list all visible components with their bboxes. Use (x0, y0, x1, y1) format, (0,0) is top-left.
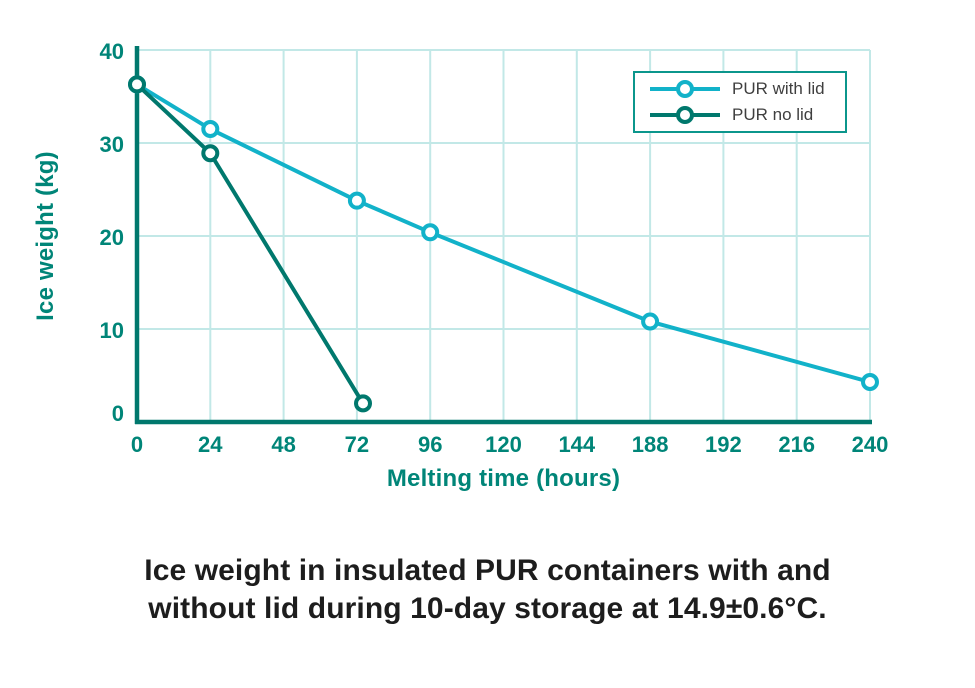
y-tick-label: 30 (100, 132, 124, 157)
data-point-marker-pur-with-lid (421, 223, 440, 242)
legend-label: PUR with lid (732, 79, 825, 98)
x-tick-label: 48 (271, 432, 295, 457)
data-point-marker-pur-no-lid (201, 144, 220, 163)
x-tick-label: 192 (705, 432, 742, 457)
data-point-marker-pur-with-lid (201, 120, 220, 139)
y-tick-label: 10 (100, 318, 124, 343)
data-point-marker-pur-with-lid (641, 312, 660, 331)
x-tick-label: 72 (345, 432, 369, 457)
x-tick-label: 216 (778, 432, 815, 457)
figure-caption: Ice weight in insulated PUR containers w… (0, 552, 975, 628)
series-line-pur-no-lid (135, 82, 366, 406)
legend: PUR with lid PUR no lid (633, 71, 847, 133)
y-tick-label: 0 (112, 401, 124, 426)
data-point-marker-pur-no-lid (128, 75, 146, 94)
data-point-marker-pur-with-lid (347, 191, 366, 210)
y-axis-title: Ice weight (kg) (32, 151, 59, 321)
legend-item-pur-no-lid: PUR no lid (648, 105, 845, 125)
x-tick-label: 96 (418, 432, 442, 457)
y-tick-label: 40 (100, 39, 124, 64)
legend-line-marker-icon (650, 80, 720, 98)
x-tick-label: 144 (558, 432, 595, 457)
data-point-marker-pur-with-lid (861, 373, 879, 392)
y-tick-label: 20 (100, 225, 124, 250)
caption-line-2: without lid during 10-day storage at 14.… (148, 592, 827, 625)
x-tick-label: 120 (485, 432, 522, 457)
series-line-pur-with-lid (135, 82, 872, 385)
x-tick-label: 240 (852, 432, 889, 457)
x-tick-label: 188 (632, 432, 669, 457)
legend-line-marker-icon (650, 106, 720, 124)
x-tick-label: 0 (131, 432, 143, 457)
data-point-marker-pur-no-lid (354, 394, 373, 413)
x-axis-title: Melting time (hours) (386, 465, 621, 492)
caption-line-1: Ice weight in insulated PUR containers w… (144, 554, 831, 587)
x-tick-label: 24 (198, 432, 223, 457)
legend-item-pur-with-lid: PUR with lid (648, 79, 845, 99)
legend-label: PUR no lid (732, 105, 814, 124)
